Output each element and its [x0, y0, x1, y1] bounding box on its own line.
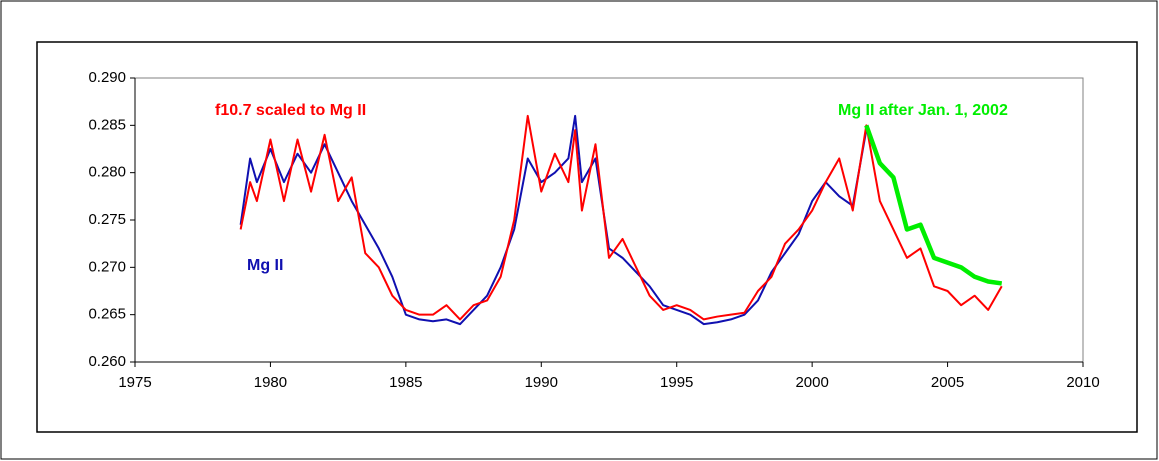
x-tick-label: 2000 [795, 374, 828, 391]
y-tick-label: 0.260 [88, 353, 126, 370]
x-tick-label: 1980 [254, 374, 287, 391]
y-tick-label: 0.270 [88, 258, 126, 275]
chart-border [36, 41, 1138, 433]
series-line [239, 114, 868, 326]
x-tick-label: 1995 [660, 374, 693, 391]
series-line [864, 124, 1003, 286]
series-label: Mg II after Jan. 1, 2002 [838, 102, 1008, 119]
series-label: f10.7 scaled to Mg II [215, 102, 366, 119]
x-tick-label: 1985 [389, 374, 422, 391]
series-label: Mg II [247, 257, 283, 274]
x-tick-label: 2005 [931, 374, 964, 391]
y-tick-label: 0.275 [88, 211, 126, 228]
series-line [239, 114, 1003, 321]
y-tick-label: 0.285 [88, 116, 126, 133]
x-tick-label: 2010 [1066, 374, 1099, 391]
y-tick-label: 0.280 [88, 164, 126, 181]
y-tick-label: 0.290 [88, 69, 126, 86]
x-tick-label: 1990 [525, 374, 558, 391]
x-tick-label: 1975 [118, 374, 151, 391]
y-tick-label: 0.265 [88, 306, 126, 323]
